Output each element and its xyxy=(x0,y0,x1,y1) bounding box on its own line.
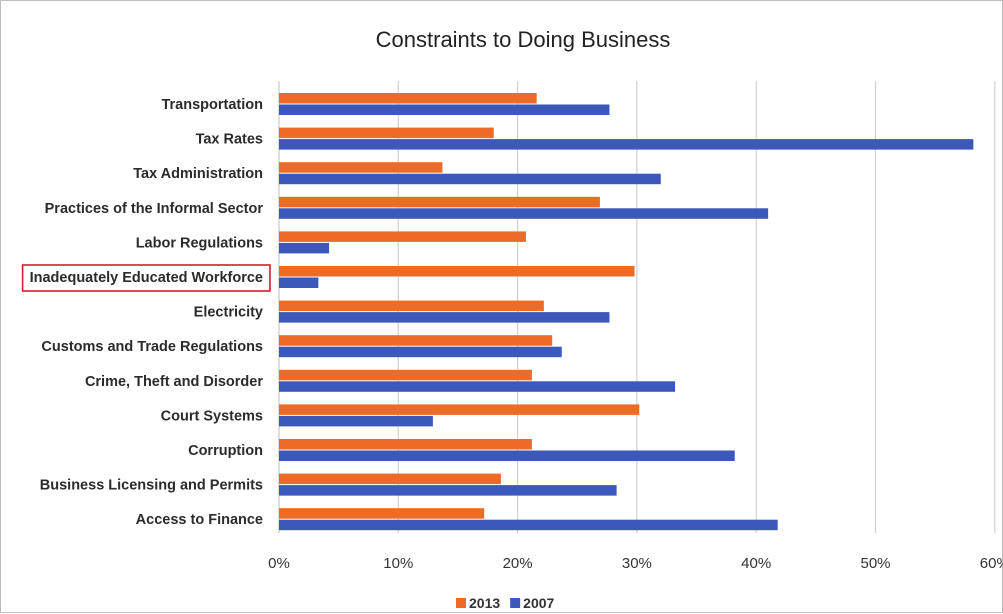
bar-corruption-2007 xyxy=(279,450,735,461)
bar-group-electricity xyxy=(279,300,610,323)
bar-corruption-2013 xyxy=(279,439,532,450)
bar-inadequately-educated-workforce-2007 xyxy=(279,277,319,288)
x-tick-label: 10% xyxy=(383,555,413,572)
legend: 2013 2007 xyxy=(456,595,555,611)
bar-group-court-systems xyxy=(279,404,640,427)
bar-group-business-licensing-and-permits xyxy=(279,473,617,496)
category-label: Crime, Theft and Disorder xyxy=(85,374,263,390)
x-tick-label: 30% xyxy=(622,555,652,572)
bar-group-transportation xyxy=(279,93,610,115)
x-tick-label: 0% xyxy=(268,555,290,572)
bar-group-practices-of-the-informal-sector xyxy=(279,196,769,219)
legend-item-2013: 2013 xyxy=(456,595,500,611)
bar-transportation-2007 xyxy=(279,104,610,115)
bar-tax-administration-2013 xyxy=(279,162,443,173)
bar-business-licensing-and-permits-2007 xyxy=(279,485,617,496)
legend-swatch xyxy=(510,598,521,608)
bar-access-to-finance-2013 xyxy=(279,508,485,519)
bar-tax-rates-2013 xyxy=(279,127,494,139)
bar-group-access-to-finance xyxy=(279,508,778,531)
bar-business-licensing-and-permits-2013 xyxy=(279,473,501,485)
bar-crime-theft-and-disorder-2007 xyxy=(279,381,676,392)
bar-crime-theft-and-disorder-2013 xyxy=(279,369,532,381)
chart-title: Constraints to Doing Business xyxy=(376,27,671,52)
bar-electricity-2007 xyxy=(279,312,610,323)
bar-group-tax-administration xyxy=(279,162,661,185)
bar-practices-of-the-informal-sector-2007 xyxy=(279,208,769,219)
category-labels: Transportation Tax Rates Tax Administratio… xyxy=(21,97,271,528)
x-tick-labels: 0% 10% 20% 30% 40% 50% 60% xyxy=(268,555,1003,572)
category-label: Tax Rates xyxy=(196,132,263,148)
category-label: Customs and Trade Regulations xyxy=(41,339,263,355)
bar-tax-administration-2007 xyxy=(279,173,661,185)
bar-court-systems-2013 xyxy=(279,404,640,415)
bar-group-inadequately-educated-workforce xyxy=(279,266,635,288)
category-label: Court Systems xyxy=(161,408,263,424)
bar-transportation-2013 xyxy=(279,93,537,104)
bar-group-labor-regulations xyxy=(279,231,526,254)
bar-tax-rates-2007 xyxy=(279,139,974,150)
category-label: Electricity xyxy=(194,305,263,321)
bar-group-crime-theft-and-disorder xyxy=(279,369,676,392)
category-label: Transportation xyxy=(161,97,263,113)
x-tick-label: 20% xyxy=(503,555,533,572)
bar-labor-regulations-2013 xyxy=(279,231,526,242)
category-label: Corruption xyxy=(188,443,263,459)
bar-group-customs-and-trade-regulations xyxy=(279,335,562,358)
category-label: Tax Administration xyxy=(133,166,263,182)
x-tick-label: 50% xyxy=(860,555,890,572)
x-tick-label: 60% xyxy=(980,555,1003,572)
bar-group-tax-rates xyxy=(279,127,974,150)
bar-access-to-finance-2007 xyxy=(279,519,778,531)
highlight-box xyxy=(21,264,271,292)
legend-label: 2007 xyxy=(523,595,554,611)
category-label: Business Licensing and Permits xyxy=(40,478,263,494)
bar-inadequately-educated-workforce-2013 xyxy=(279,266,635,277)
bars xyxy=(279,93,974,531)
bar-court-systems-2007 xyxy=(279,415,433,427)
category-label: Practices of the Informal Sector xyxy=(45,201,264,217)
legend-label: 2013 xyxy=(469,595,500,611)
bar-electricity-2013 xyxy=(279,300,544,312)
category-label: Inadequately Educated Workforce xyxy=(30,270,263,286)
legend-item-2007: 2007 xyxy=(510,595,555,611)
category-label: Access to Finance xyxy=(136,512,263,528)
bar-practices-of-the-informal-sector-2013 xyxy=(279,196,600,208)
category-label: Labor Regulations xyxy=(136,235,263,251)
bar-labor-regulations-2007 xyxy=(279,242,330,254)
bar-customs-and-trade-regulations-2013 xyxy=(279,335,553,346)
legend-swatch xyxy=(456,598,466,608)
bar-group-corruption xyxy=(279,439,735,461)
x-tick-label: 40% xyxy=(741,555,771,572)
bar-customs-and-trade-regulations-2007 xyxy=(279,346,562,358)
